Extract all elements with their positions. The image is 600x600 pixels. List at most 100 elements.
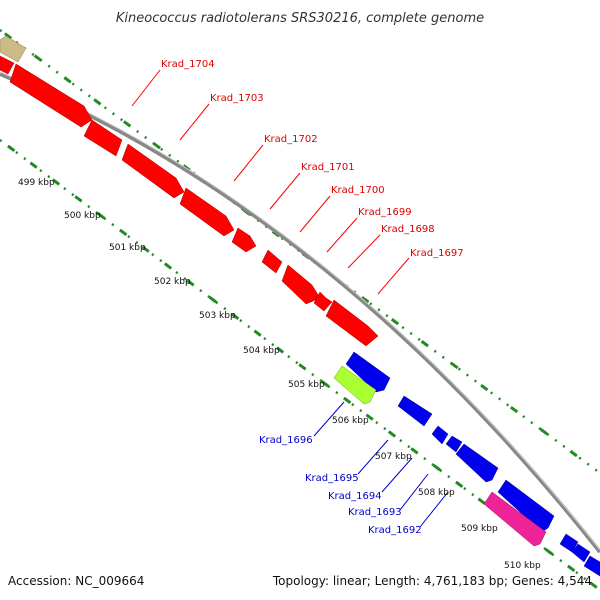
gene-label[interactable]: Krad_1701 xyxy=(301,162,355,173)
gene-label[interactable]: Krad_1699 xyxy=(358,207,412,218)
gene-arrow[interactable] xyxy=(455,443,499,483)
scale-label: 510 kbp xyxy=(504,561,541,571)
gene-arrow[interactable] xyxy=(583,555,600,577)
tick-mark xyxy=(119,228,128,237)
reverse-label-leaders xyxy=(313,401,449,528)
leader-line xyxy=(326,217,358,253)
gene-label[interactable]: Krad_1694 xyxy=(328,491,382,502)
tick-mark xyxy=(589,581,598,589)
gene-arrow[interactable] xyxy=(571,543,591,563)
forward-label-leaders xyxy=(131,69,410,295)
gene-label[interactable]: Krad_1692 xyxy=(368,525,422,536)
gene-label[interactable]: Krad_1704 xyxy=(161,59,215,70)
gene-arrow[interactable] xyxy=(445,435,463,453)
gene-arrow[interactable] xyxy=(325,299,379,347)
scale-label: 504 kbp xyxy=(243,346,280,356)
reverse-gene-labels: Krad_1696 Krad_1695 Krad_1694 Krad_1693 … xyxy=(259,435,422,536)
scale-label: 509 kbp xyxy=(461,524,498,534)
tick-mark xyxy=(63,76,72,84)
tick-mark xyxy=(141,245,150,253)
gene-arrow[interactable] xyxy=(0,55,15,75)
gene-arrow[interactable] xyxy=(333,365,377,405)
scale-tick-marks xyxy=(7,144,598,589)
scale-label: 502 kbp xyxy=(154,277,191,287)
tick-mark xyxy=(163,262,173,270)
leader-line xyxy=(399,473,429,511)
tick-mark xyxy=(152,142,161,150)
genome-backbone-highlight xyxy=(0,71,600,551)
tick-mark xyxy=(544,548,553,556)
tick-mark xyxy=(33,54,42,62)
tick-mark xyxy=(96,211,105,220)
leader-line xyxy=(419,491,449,528)
tick-mark xyxy=(432,464,441,472)
gene-arrow[interactable] xyxy=(231,227,257,253)
gene-arrow[interactable] xyxy=(559,533,579,553)
tick-mark xyxy=(122,120,132,128)
forward-genes xyxy=(0,55,379,347)
gene-arrow[interactable] xyxy=(83,119,123,157)
tick-mark xyxy=(480,383,489,392)
gene-arrow[interactable] xyxy=(121,143,185,199)
tick-mark xyxy=(253,329,262,337)
tick-mark xyxy=(361,296,370,304)
tick-mark xyxy=(390,318,400,326)
map-title: Kineococcus radiotolerans SRS30216, comp… xyxy=(116,11,484,26)
gene-label[interactable]: Krad_1703 xyxy=(210,93,264,104)
tick-mark xyxy=(29,161,38,169)
gene-label[interactable]: Krad_1693 xyxy=(348,507,402,518)
leader-line xyxy=(357,439,389,475)
gene-arrow[interactable] xyxy=(397,395,433,427)
gene-label[interactable]: Krad_1696 xyxy=(259,435,313,446)
leader-line xyxy=(131,69,161,107)
tick-mark xyxy=(343,396,352,404)
tick-mark xyxy=(477,497,486,505)
leader-line xyxy=(313,401,345,437)
tick-mark xyxy=(208,296,217,304)
genome-summary-text: Topology: linear; Length: 4,761,183 bp; … xyxy=(272,574,592,588)
leader-line xyxy=(179,103,210,141)
scale-label: 505 kbp xyxy=(288,380,325,390)
tick-mark xyxy=(275,346,285,354)
scale-label: 500 kbp xyxy=(64,211,101,221)
tick-mark xyxy=(93,98,102,106)
accession-text: Accession: NC_009664 xyxy=(8,574,144,588)
gene-arrow[interactable] xyxy=(179,187,235,237)
tick-mark xyxy=(509,405,519,414)
tick-mark xyxy=(455,480,464,488)
gene-label[interactable]: Krad_1697 xyxy=(410,248,464,259)
tick-mark xyxy=(365,413,374,421)
gene-arrow[interactable] xyxy=(281,264,321,305)
gene-arrow[interactable] xyxy=(483,491,547,547)
guide-lines xyxy=(0,28,600,591)
scale-label: 499 kbp xyxy=(18,178,55,188)
tick-mark xyxy=(387,430,397,438)
tick-mark xyxy=(420,340,429,348)
leader-line xyxy=(381,457,413,493)
gene-label[interactable]: Krad_1702 xyxy=(264,134,318,145)
forward-gene-labels: Krad_1704 Krad_1703 Krad_1702 Krad_1701 … xyxy=(161,59,464,259)
tick-mark xyxy=(567,564,576,572)
scale-label: 503 kbp xyxy=(199,311,236,321)
tick-mark xyxy=(51,178,61,186)
gene-arrow[interactable] xyxy=(431,425,449,445)
tick-mark xyxy=(320,380,329,388)
gene-arrow[interactable] xyxy=(313,291,333,312)
gene-label[interactable]: Krad_1698 xyxy=(381,224,435,235)
tick-mark xyxy=(569,449,578,458)
tick-mark xyxy=(298,363,307,371)
gene-label[interactable]: Krad_1695 xyxy=(305,473,359,484)
leader-line xyxy=(347,234,381,269)
tick-mark xyxy=(3,32,13,40)
scale-labels: 499 kbp 500 kbp 501 kbp 502 kbp 503 kbp … xyxy=(18,178,541,571)
tick-mark xyxy=(186,279,195,287)
outer-guide-line xyxy=(0,28,600,475)
gene-arrow[interactable] xyxy=(261,249,283,274)
scale-label: 506 kbp xyxy=(332,416,369,426)
gene-arrow[interactable] xyxy=(9,63,93,128)
gene-label[interactable]: Krad_1700 xyxy=(331,185,385,196)
gene-arrow[interactable] xyxy=(0,35,27,63)
tick-mark xyxy=(231,312,240,320)
